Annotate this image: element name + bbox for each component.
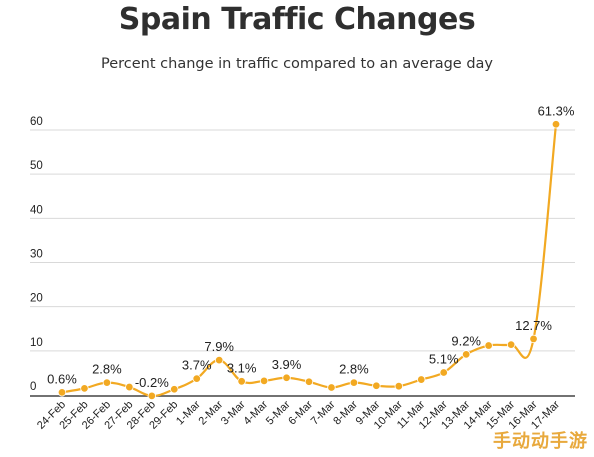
data-point xyxy=(439,368,448,377)
data-point xyxy=(147,391,157,401)
x-tick-label: 2-Mar xyxy=(196,398,225,427)
data-point xyxy=(259,376,269,386)
data-point xyxy=(484,341,493,350)
x-tick-label: 6-Mar xyxy=(286,398,315,427)
x-tick-label: 4-Mar xyxy=(241,398,270,427)
data-point xyxy=(102,378,112,387)
data-point xyxy=(237,377,246,386)
data-point xyxy=(349,378,359,387)
data-label: 61.3% xyxy=(538,103,575,118)
series-line xyxy=(61,124,558,397)
data-point xyxy=(529,334,538,344)
data-label: -0.2% xyxy=(135,375,169,390)
y-tick-label: 50 xyxy=(30,160,43,172)
data-point xyxy=(304,377,314,386)
y-tick-label: 10 xyxy=(30,337,43,349)
data-point xyxy=(57,388,67,397)
x-tick-label: 1-Mar xyxy=(174,398,203,427)
data-label: 5.1% xyxy=(429,351,459,366)
y-tick-label: 60 xyxy=(30,116,43,128)
data-label: 3.1% xyxy=(227,360,257,375)
x-tick-label: 5-Mar xyxy=(264,398,293,427)
data-point xyxy=(282,373,291,382)
chart-subtitle: Percent change in traffic compared to an… xyxy=(100,56,494,72)
data-point xyxy=(192,374,201,383)
data-label: 9.2% xyxy=(451,333,481,348)
watermark: 手动动手游 xyxy=(493,431,588,452)
data-label: 0.6% xyxy=(47,371,77,386)
x-tick-label: 3-Mar xyxy=(219,398,248,427)
data-point xyxy=(214,355,224,365)
data-point xyxy=(80,384,89,393)
data-label: 7.9% xyxy=(204,339,234,354)
x-tick-label: 7-Mar xyxy=(309,398,338,427)
data-label: 3.7% xyxy=(182,358,212,373)
data-point xyxy=(551,120,561,129)
chart-title: Spain Traffic Changes xyxy=(118,2,476,37)
data-point xyxy=(417,375,426,384)
data-label: 3.9% xyxy=(272,357,302,372)
y-tick-label: 20 xyxy=(30,293,43,305)
data-point xyxy=(372,381,381,390)
x-tick-label: 8-Mar xyxy=(331,398,360,427)
y-tick-label: 0 xyxy=(30,381,36,393)
data-label: 2.8% xyxy=(339,362,369,377)
data-point xyxy=(170,385,179,394)
y-tick-label: 40 xyxy=(30,204,43,216)
data-point xyxy=(461,350,471,359)
data-label: 12.7% xyxy=(515,318,552,333)
data-point xyxy=(125,382,134,392)
data-point xyxy=(394,381,404,391)
y-tick-label: 30 xyxy=(30,249,43,261)
data-point xyxy=(327,383,336,392)
data-label: 2.8% xyxy=(92,362,122,377)
data-point xyxy=(506,340,516,349)
